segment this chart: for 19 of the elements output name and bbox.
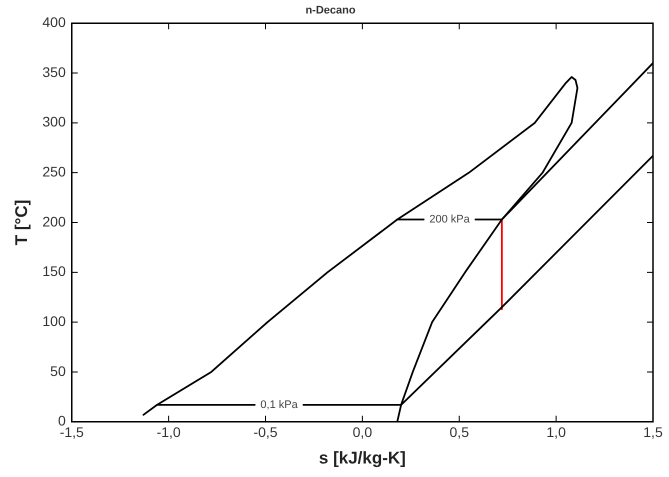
y-tick-label: 400: [42, 14, 66, 30]
x-tick-label: -0,5: [253, 424, 278, 440]
y-tick-label: 350: [42, 64, 66, 80]
y-tick-label: 100: [42, 313, 66, 330]
x-tick-label: 1,5: [643, 424, 663, 440]
x-axis-title: s [kJ/kg-K]: [318, 448, 406, 468]
annotation: 200 kPa: [429, 214, 471, 226]
y-axis-title: T [°C]: [12, 200, 31, 246]
x-tick-label: 0,0: [352, 424, 372, 440]
chart-title: n-Decano: [305, 4, 356, 17]
x-tick-label: -1,0: [156, 424, 181, 440]
y-tick-label: 250: [42, 164, 66, 180]
annotation: 0,1 kPa: [260, 398, 299, 411]
y-tick-label: 200: [42, 213, 66, 230]
x-tick-label: 1,0: [546, 424, 566, 440]
y-tick-label: 50: [50, 362, 66, 379]
x-tick-label: 0,5: [450, 424, 470, 440]
y-tick-label: 150: [42, 263, 66, 280]
y-tick-label: 300: [42, 114, 66, 130]
